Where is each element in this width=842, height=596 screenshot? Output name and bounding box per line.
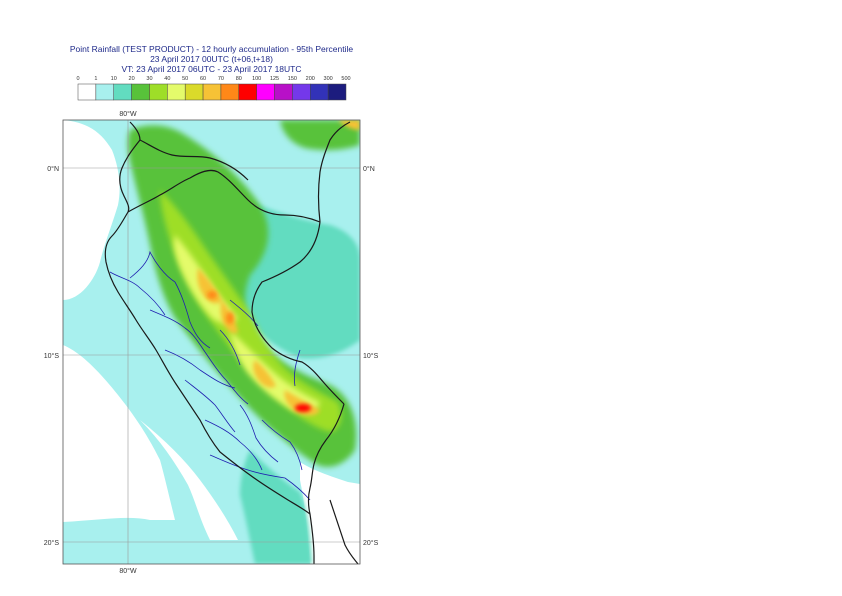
dry-area-southwest [140,420,238,540]
ecuador-peru-border [127,169,321,223]
province-border-m [293,349,301,387]
yellowgreen-band [160,190,342,432]
lat-label-right-10: 10°S [363,352,379,360]
colombia-coast [129,121,141,141]
red-spot-2 [226,312,234,324]
orange-core-4 [284,390,320,416]
green-patch-northeast [280,120,360,151]
chile-bolivia-border [309,513,315,564]
province-border-d [174,281,211,349]
map-frame [62,119,361,565]
lat-label-left-10: 10°S [44,352,60,360]
lat-label-left-0: 0°N [47,165,59,173]
red-spot-1 [207,291,217,299]
province-border-i [239,404,279,463]
province-border-h [204,419,263,471]
dry-area-north-pacific [63,120,120,300]
bolivia-southeast-border [329,499,359,564]
title-line-2: 23 April 2017 00UTC (t+06,t+18) [150,54,273,64]
lat-label-right-20: 20°S [363,539,379,547]
lat-label-left-20: 20°S [44,539,60,547]
dry-area-south-pacific [63,345,175,522]
peru-brazil-border [251,221,345,405]
peru-coastline [104,211,311,515]
light-rain-south [240,450,312,564]
province-border-e [164,349,236,389]
province-border-g [184,379,236,433]
orange-core-3 [253,360,276,388]
ecuador-coastline [119,139,141,213]
province-border-a [109,271,166,316]
lon-label-bottom: 80°W [119,567,137,575]
province-border-f [204,351,249,405]
title-line-3: VT: 23 April 2017 06UTC - 23 April 2017 … [121,64,302,74]
orange-core-northeast [338,120,360,130]
province-border-c [149,309,206,353]
province-border-j [261,419,303,471]
peru-bolivia-border [307,403,345,515]
red-spot-3 [295,404,311,412]
dry-area-southeast [300,462,360,564]
colombia-brazil-border [317,121,351,223]
lat-label-right-0: 0°N [363,165,375,173]
province-border-o [219,329,241,366]
title-line-1: Point Rainfall (TEST PRODUCT) - 12 hourl… [69,44,354,54]
province-border-b [129,250,176,283]
province-border-k [209,454,286,479]
yellow-core-center [230,330,320,413]
province-border-n [229,299,259,327]
lon-label-top: 80°W [119,110,137,118]
ecuador-colombia-border [139,139,249,181]
